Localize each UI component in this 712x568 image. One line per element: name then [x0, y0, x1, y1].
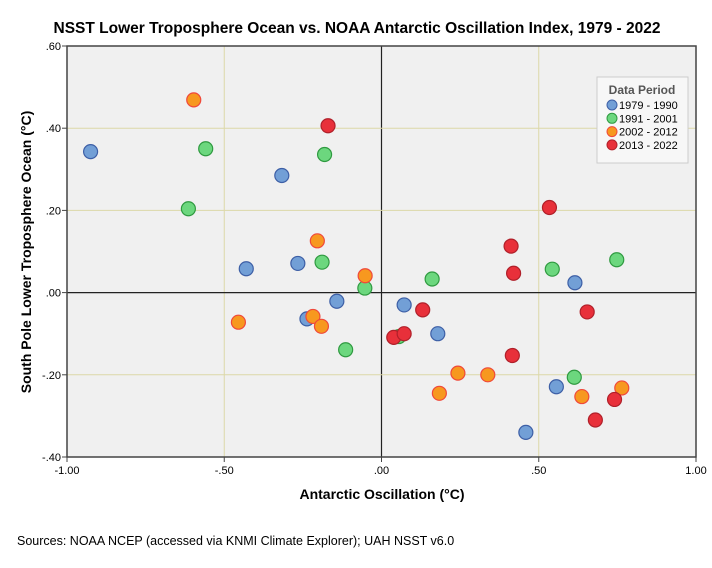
legend-marker [606, 112, 618, 124]
y-tick-label: .40 [46, 123, 61, 135]
y-tick-label: -.20 [42, 370, 61, 382]
data-point-1979-1990 [290, 255, 306, 272]
data-points [82, 92, 630, 440]
data-point-2013-2022 [606, 391, 623, 408]
data-point-1991-2001 [338, 342, 354, 358]
y-tick-label: .00 [46, 288, 61, 300]
data-point-2002-2012 [230, 314, 247, 330]
data-point-1991-2001 [609, 252, 625, 268]
data-point-2002-2012 [574, 388, 590, 405]
data-point-1979-1990 [567, 275, 583, 291]
data-point-1979-1990 [548, 379, 564, 395]
data-point-1979-1990 [430, 326, 446, 342]
data-point-2013-2022 [396, 326, 412, 342]
data-point-1991-2001 [314, 254, 330, 270]
data-point-1991-2001 [198, 141, 214, 157]
data-point-2002-2012 [186, 92, 202, 108]
data-point-1979-1990 [82, 144, 99, 160]
y-axis-label: South Pole Lower Troposphere Ocean (°C) [18, 111, 34, 394]
x-tick-label: .00 [374, 465, 389, 477]
legend-marker [606, 99, 618, 111]
gridlines [67, 46, 696, 457]
legend-label: 2013 - 2022 [619, 140, 678, 152]
y-tick-label: .60 [46, 41, 61, 53]
legend-marker [606, 126, 618, 138]
x-tick-label: -1.00 [54, 465, 79, 477]
data-point-1991-2001 [316, 146, 333, 163]
data-point-2013-2022 [320, 118, 336, 134]
data-point-2002-2012 [309, 233, 325, 249]
x-axis-label: Antarctic Oscillation (°C) [299, 486, 464, 502]
x-tick-label: .50 [531, 465, 546, 477]
data-point-1991-2001 [544, 261, 560, 277]
y-tick-label: .20 [46, 205, 61, 217]
legend-label: 1991 - 2001 [619, 113, 678, 125]
legend-label: 2002 - 2012 [619, 127, 678, 139]
data-point-2002-2012 [357, 268, 373, 284]
data-point-2002-2012 [305, 308, 321, 325]
legend-title: Data Period [609, 83, 676, 97]
plot-frame [66, 45, 697, 458]
data-point-1991-2001 [566, 369, 582, 385]
data-point-2013-2022 [541, 199, 558, 216]
data-point-2013-2022 [415, 302, 431, 318]
data-point-1991-2001 [424, 271, 440, 287]
data-point-2002-2012 [431, 385, 447, 401]
data-point-2013-2022 [503, 238, 519, 254]
x-tick-label: -.50 [215, 465, 234, 477]
data-point-2013-2022 [504, 347, 520, 364]
data-point-2013-2022 [579, 304, 595, 320]
data-point-2002-2012 [313, 318, 330, 334]
sources-note: Sources: NOAA NCEP (accessed via KNMI Cl… [17, 534, 454, 548]
data-point-2013-2022 [587, 412, 603, 428]
data-point-1979-1990 [518, 424, 534, 440]
data-point-1979-1990 [274, 167, 290, 184]
data-point-1979-1990 [396, 297, 412, 313]
data-point-2013-2022 [505, 265, 522, 281]
data-point-1991-2001 [180, 201, 196, 217]
legend-marker [606, 139, 618, 151]
y-tick-label: -.40 [42, 452, 61, 464]
data-point-2002-2012 [480, 367, 496, 383]
data-point-2002-2012 [614, 380, 630, 396]
legend-label: 1979 - 1990 [619, 100, 678, 112]
tick-labels: -1.00 -.50 .00 .50 1.00 -.40 -.20 .00 .20 .40 .60 [42, 41, 707, 477]
chart-title: NSST Lower Troposphere Ocean vs. NOAA An… [54, 20, 661, 37]
data-point-1979-1990 [329, 293, 345, 309]
x-tick-label: 1.00 [685, 465, 706, 477]
data-point-1979-1990 [238, 261, 254, 277]
data-point-2002-2012 [450, 365, 466, 381]
